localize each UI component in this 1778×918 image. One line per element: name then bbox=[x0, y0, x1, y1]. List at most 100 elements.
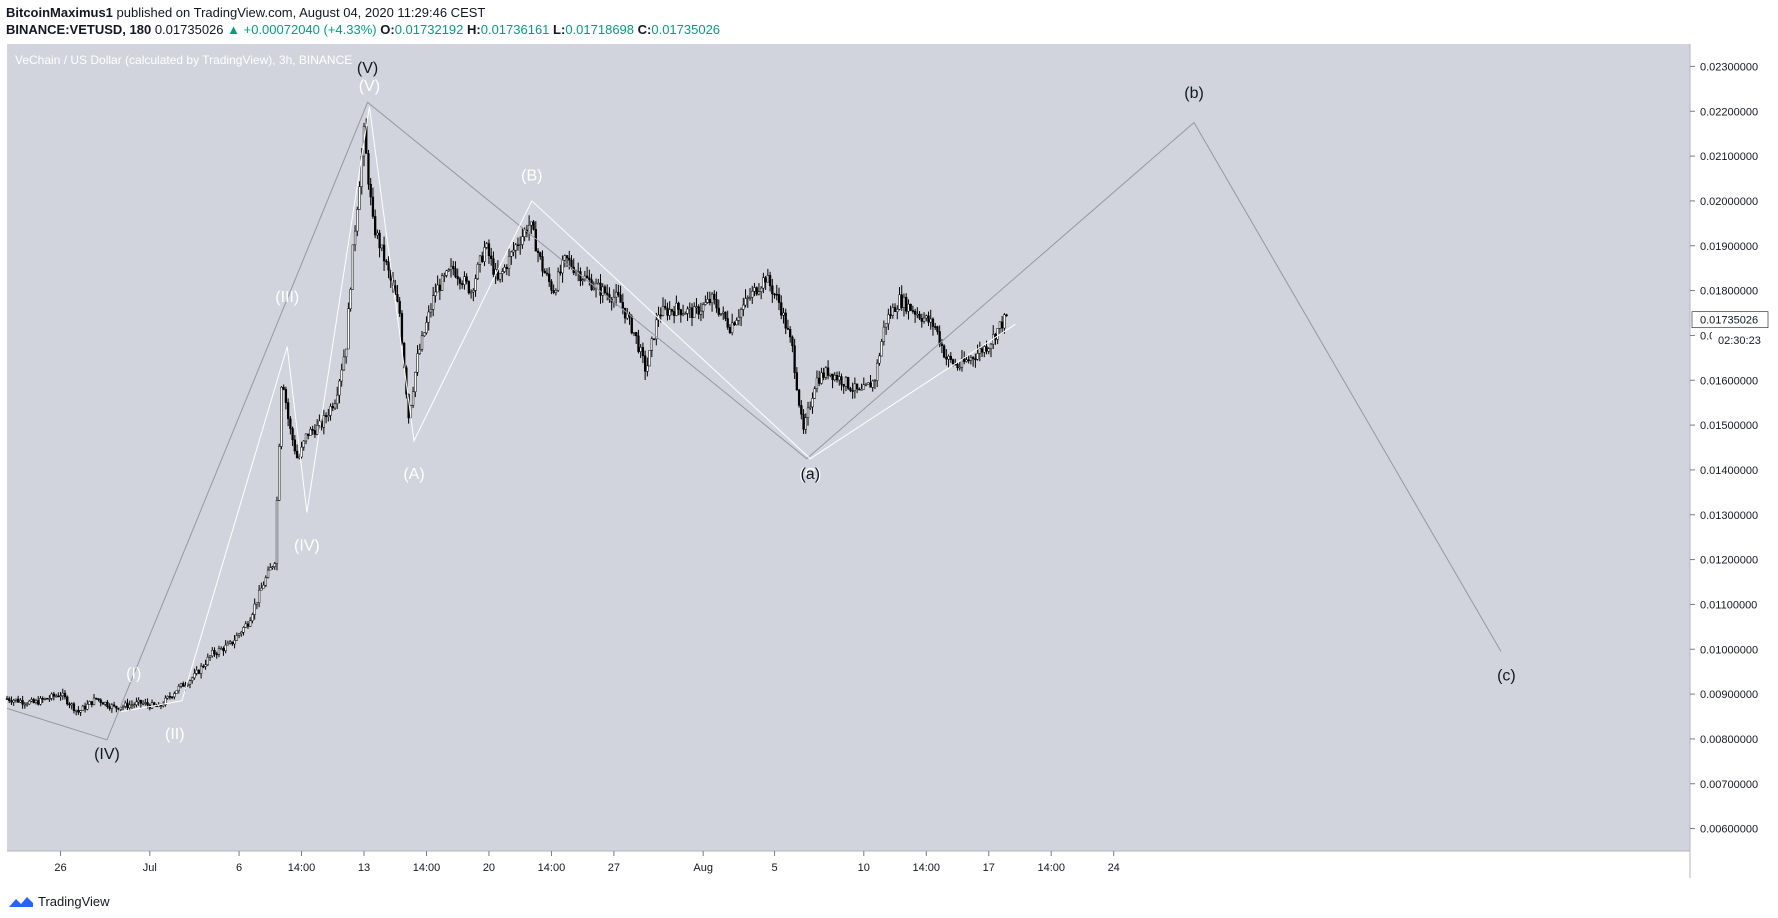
candle-body bbox=[934, 326, 937, 328]
wave-label: (C) bbox=[799, 466, 821, 483]
candle-body bbox=[737, 316, 741, 321]
candle-body bbox=[168, 696, 172, 698]
candle-body bbox=[474, 278, 477, 291]
candle-body bbox=[541, 256, 544, 272]
candle-body bbox=[833, 375, 836, 380]
candle-body bbox=[715, 299, 718, 309]
price-axis[interactable]: 0.02300000 0.02200000 0.02100000 0.02000000… bbox=[1690, 61, 1758, 836]
candle-body bbox=[327, 415, 330, 418]
candle-body bbox=[659, 314, 662, 317]
candle-body bbox=[650, 338, 653, 351]
candle-body bbox=[554, 290, 558, 294]
candle-body bbox=[614, 291, 618, 298]
open-label: O: bbox=[380, 22, 395, 37]
time-tick-label: 13 bbox=[358, 862, 370, 874]
candle-body bbox=[86, 703, 89, 710]
candle-body bbox=[780, 302, 783, 316]
candle-body bbox=[382, 244, 386, 262]
candle-body bbox=[804, 417, 807, 430]
candle-body bbox=[869, 382, 872, 388]
candle-body bbox=[675, 302, 678, 316]
candle-body bbox=[775, 293, 778, 296]
candle-body bbox=[487, 243, 491, 257]
candle-body bbox=[791, 336, 794, 347]
candle-body bbox=[608, 294, 611, 300]
candle-body bbox=[237, 633, 241, 636]
price-tick-label: 0.00800000 bbox=[1700, 734, 1758, 746]
candle-body bbox=[530, 221, 533, 226]
candle-body bbox=[374, 216, 377, 236]
author-name[interactable]: BitcoinMaximus1 bbox=[6, 5, 113, 20]
candle-body bbox=[829, 373, 832, 376]
candle-body bbox=[371, 196, 375, 217]
price-tick-label: 0.01300000 bbox=[1700, 510, 1758, 522]
candle-body bbox=[199, 665, 203, 674]
candle-body bbox=[539, 252, 542, 257]
candle-body bbox=[519, 244, 522, 246]
candle-body bbox=[264, 577, 267, 586]
candle-body bbox=[465, 276, 468, 282]
candle-body bbox=[483, 247, 486, 262]
time-axis[interactable]: 26 Jul 6 14:00 13 14:00 20 14:00 27 Aug 5 10 14:00 17… bbox=[54, 851, 1120, 874]
candle-body bbox=[425, 322, 428, 334]
publish-line: BitcoinMaximus1 published on TradingView… bbox=[6, 4, 720, 21]
candle-body bbox=[476, 264, 479, 279]
candle-body bbox=[697, 306, 700, 315]
time-tick-label: 6 bbox=[236, 862, 242, 874]
candle-body bbox=[684, 313, 687, 315]
time-tick-label: Aug bbox=[693, 862, 713, 874]
candle-body bbox=[385, 260, 388, 263]
time-tick-label: 26 bbox=[54, 862, 66, 874]
candle-body bbox=[275, 500, 279, 564]
tradingview-brand[interactable]: TradingView bbox=[38, 894, 110, 909]
candle-body bbox=[585, 275, 589, 279]
time-tick-label: 5 bbox=[771, 862, 777, 874]
candle-body bbox=[592, 287, 595, 290]
candle-body bbox=[884, 323, 888, 328]
candle-body bbox=[891, 307, 894, 316]
candle-body bbox=[969, 357, 973, 361]
price-tick-label: 0.02100000 bbox=[1700, 151, 1758, 163]
price-chart[interactable]: VeChain / US Dollar (calculated by Tradi… bbox=[0, 0, 1778, 890]
candle-body bbox=[967, 359, 970, 362]
candle-body bbox=[896, 309, 899, 312]
candle-body bbox=[253, 603, 256, 615]
candle-body bbox=[213, 650, 216, 655]
candle-body bbox=[735, 320, 738, 326]
candle-body bbox=[860, 389, 863, 391]
candle-body bbox=[811, 398, 814, 408]
candle-body bbox=[376, 232, 379, 236]
candle-body bbox=[90, 701, 93, 705]
candle-body bbox=[302, 440, 305, 448]
candle-body bbox=[14, 698, 18, 701]
countdown-box bbox=[1712, 332, 1768, 348]
candle-body bbox=[548, 273, 551, 282]
candle-body bbox=[197, 669, 201, 674]
plot-area[interactable] bbox=[7, 44, 1690, 851]
high-value: 0.01736161 bbox=[480, 22, 550, 37]
candle-body bbox=[351, 244, 354, 290]
candle-body bbox=[898, 294, 901, 310]
candle-body bbox=[358, 186, 361, 210]
candle-body bbox=[949, 355, 952, 360]
candle-body bbox=[5, 698, 9, 700]
candle-body bbox=[162, 704, 165, 707]
time-tick-label: 14:00 bbox=[1037, 862, 1065, 874]
candle-body bbox=[37, 700, 40, 705]
candle-body bbox=[273, 563, 276, 567]
candle-body bbox=[72, 703, 76, 712]
candle-body bbox=[913, 311, 917, 315]
price-tick-label: 0.02300000 bbox=[1700, 61, 1758, 73]
candle-body bbox=[106, 701, 109, 708]
candle-body bbox=[920, 318, 923, 322]
candle-body bbox=[784, 312, 787, 329]
candle-body bbox=[440, 275, 444, 291]
candle-body bbox=[41, 697, 44, 700]
candle-body bbox=[104, 701, 107, 705]
candle-body bbox=[137, 699, 140, 703]
candle-body bbox=[280, 387, 283, 447]
candle-body bbox=[452, 265, 455, 269]
candle-body bbox=[768, 275, 772, 287]
candle-body bbox=[826, 367, 830, 376]
candle-body bbox=[436, 284, 439, 293]
